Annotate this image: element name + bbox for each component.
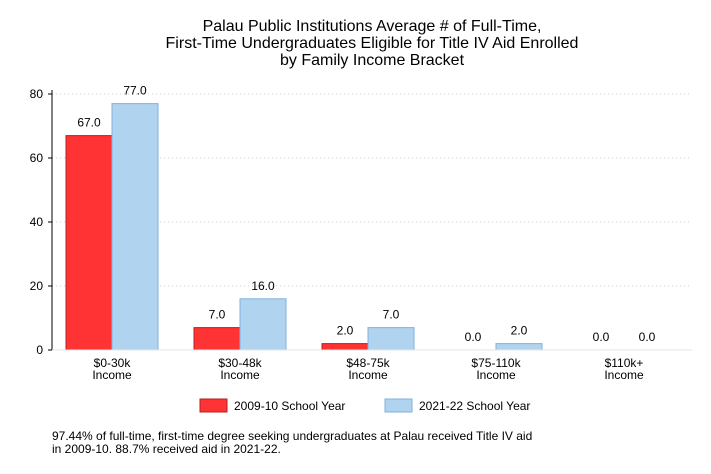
legend-label: 2009-10 School Year xyxy=(234,399,345,413)
y-axis: 0 20 40 60 80 xyxy=(30,87,53,357)
data-label: 7.0 xyxy=(383,308,400,322)
data-label: 67.0 xyxy=(77,116,101,130)
y-tick-label: 40 xyxy=(30,215,44,229)
bar-2021-22 xyxy=(111,103,159,351)
y-tick-label: 60 xyxy=(30,151,44,165)
legend-swatch xyxy=(199,398,228,413)
chart-title-line: by Family Income Bracket xyxy=(280,52,465,69)
x-tick-label: $0-30k xyxy=(94,356,132,370)
x-tick-label: $75-110k xyxy=(471,356,521,370)
grid-lines xyxy=(52,93,692,287)
bars xyxy=(65,103,543,351)
y-tick-label: 80 xyxy=(30,87,44,101)
x-tick-label: Income xyxy=(92,368,132,382)
footnote: 97.44% of full-time, first-time degree s… xyxy=(52,430,652,456)
footnote-line: in 2009-10. 88.7% received aid in 2021-2… xyxy=(52,442,281,456)
x-tick-label: Income xyxy=(220,368,260,382)
x-tick-label: Income xyxy=(604,368,644,382)
bar-2009-10 xyxy=(65,135,113,351)
footnote-line: 97.44% of full-time, first-time degree s… xyxy=(52,429,533,443)
y-tick-label: 0 xyxy=(36,343,43,357)
chart-title-line: Palau Public Institutions Average # of F… xyxy=(203,18,542,35)
chart-title: Palau Public Institutions Average # of F… xyxy=(166,18,579,69)
legend: 2009-10 School Year 2021-22 School Year xyxy=(199,398,530,413)
x-tick-label: Income xyxy=(476,368,516,382)
bar-2009-10 xyxy=(321,343,369,351)
data-label: 0.0 xyxy=(639,330,656,344)
data-label: 0.0 xyxy=(465,330,482,344)
y-tick-label: 20 xyxy=(30,279,44,293)
data-labels: 67.0 77.0 7.0 16.0 2.0 7.0 0.0 2.0 0.0 0.0 xyxy=(77,84,655,344)
data-label: 2.0 xyxy=(337,324,354,338)
x-tick-label: Income xyxy=(348,368,388,382)
data-label: 7.0 xyxy=(209,308,226,322)
data-label: 16.0 xyxy=(251,279,275,293)
data-label: 2.0 xyxy=(511,324,528,338)
x-tick-label: $110k+ xyxy=(605,356,644,370)
x-tick-label: $48-75k xyxy=(346,356,390,370)
legend-label: 2021-22 School Year xyxy=(419,399,530,413)
x-tick-label: $30-48k xyxy=(218,356,262,370)
legend-swatch xyxy=(384,398,413,413)
bar-2021-22 xyxy=(367,327,415,351)
data-label: 77.0 xyxy=(123,84,147,98)
bar-2021-22 xyxy=(495,343,543,351)
bar-2021-22 xyxy=(239,298,287,351)
chart-title-line: First-Time Undergraduates Eligible for T… xyxy=(166,35,579,52)
x-axis: $0-30kIncome$30-48kIncome$48-75kIncome$7… xyxy=(52,349,692,382)
bar-2009-10 xyxy=(193,327,241,351)
data-label: 0.0 xyxy=(593,330,610,344)
